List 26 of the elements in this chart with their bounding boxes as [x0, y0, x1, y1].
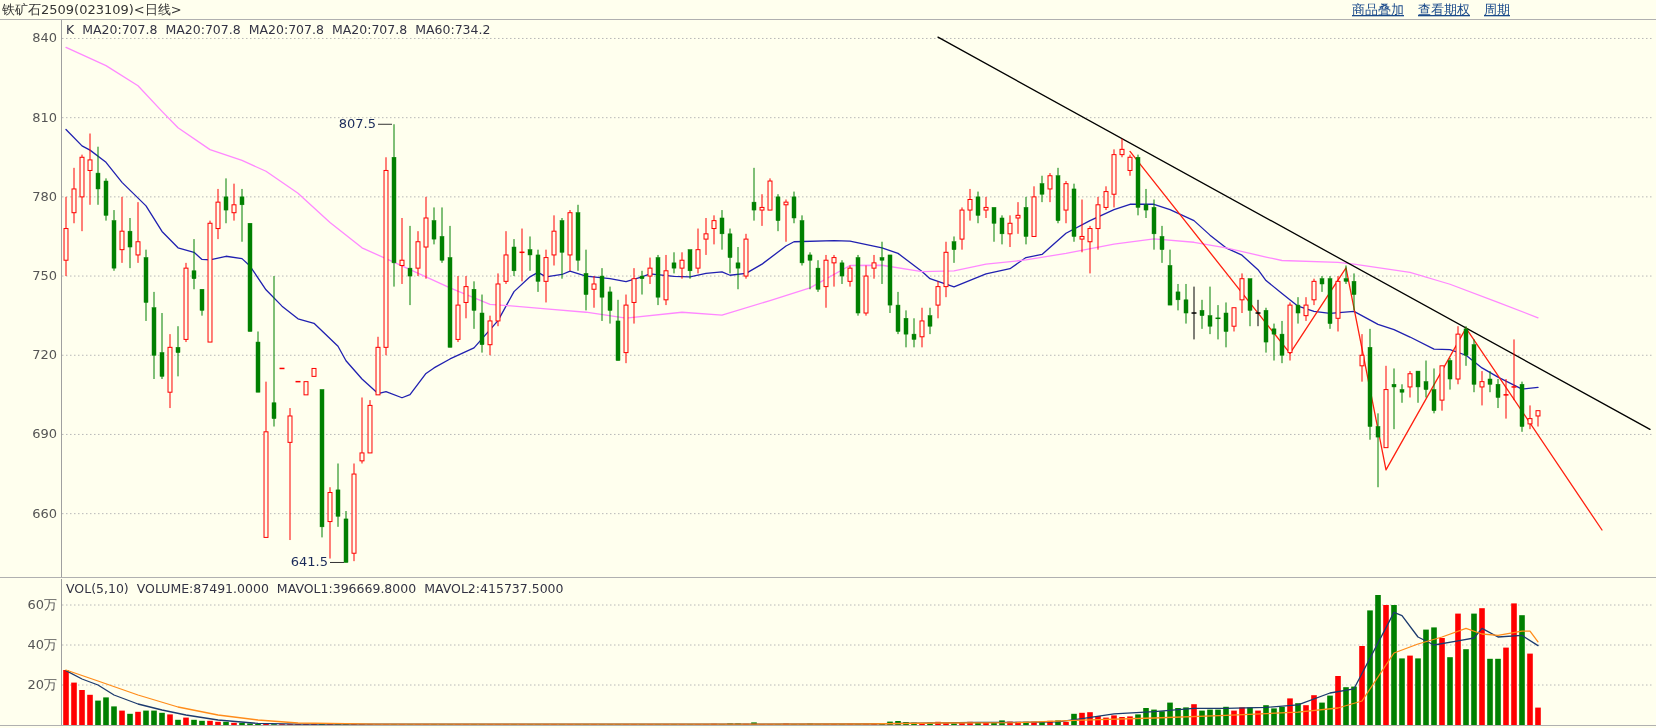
- y-tick-label: 60万: [27, 597, 57, 612]
- y-tick-label: 660: [32, 505, 57, 521]
- annotation: K: [66, 22, 75, 37]
- chart-title: 铁矿石2509(023109)<日线>: [1, 2, 182, 17]
- annotation: MA20:707.8: [248, 22, 324, 37]
- y-tick-label: 780: [32, 188, 57, 204]
- text: 查看期权: [1418, 2, 1470, 17]
- y-tick-label: 840: [32, 30, 57, 46]
- annotation: 641.5: [290, 554, 328, 570]
- y-tick-label: 720: [32, 347, 57, 363]
- text: 商品叠加: [1352, 2, 1404, 17]
- text: 周期: [1484, 2, 1510, 17]
- annotation: MAVOL2:415737.5000: [424, 581, 564, 596]
- annotation: 807.5: [338, 116, 376, 132]
- annotation: VOLUME:87491.0000: [136, 581, 269, 596]
- y-tick-label: 750: [32, 268, 57, 284]
- annotation: VOL(5,10): [66, 581, 129, 596]
- y-tick-label: 690: [32, 426, 57, 442]
- y-tick-label: 20万: [27, 677, 57, 692]
- y-tick-label: 40万: [27, 637, 57, 652]
- annotation: MA20:707.8: [165, 22, 241, 37]
- annotation: MA20:707.8: [331, 22, 408, 37]
- annotation: MAVOL1:396669.8000: [276, 581, 417, 596]
- y-tick-label: 810: [32, 109, 57, 125]
- annotation: MA20:707.8: [82, 22, 158, 37]
- annotation: MA60:734.2: [415, 22, 491, 37]
